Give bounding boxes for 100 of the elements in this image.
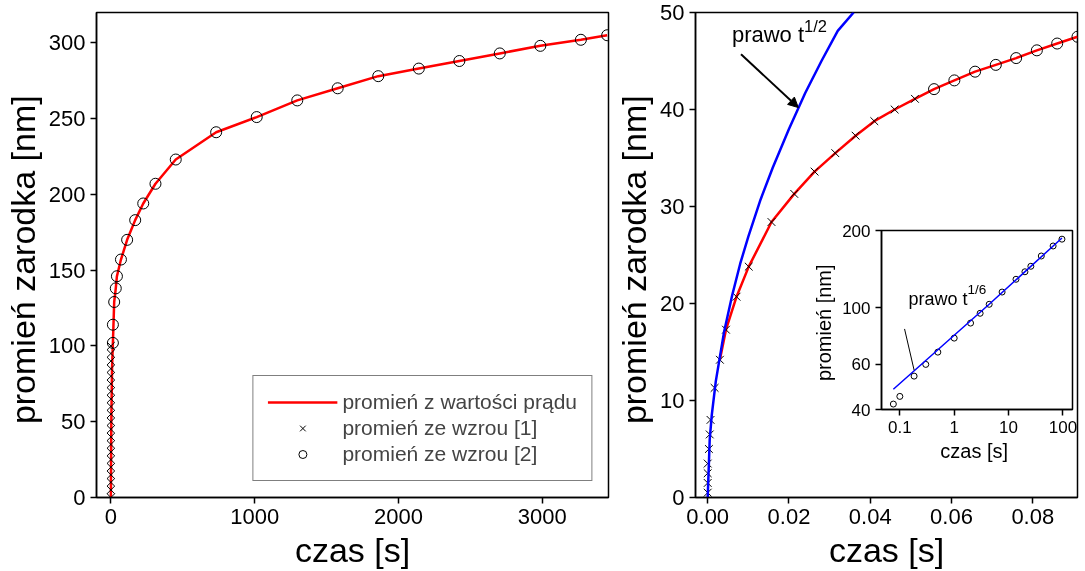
y-tick-label: 40 — [660, 97, 685, 122]
x-tick-label: 2000 — [374, 503, 423, 529]
y-tick-label: 40 — [851, 400, 871, 420]
point — [830, 148, 840, 158]
y-tick-label: 50 — [660, 0, 685, 25]
x-tick-label: 3000 — [517, 503, 567, 529]
point — [106, 432, 116, 442]
point — [704, 444, 714, 454]
point — [106, 424, 116, 434]
point — [106, 341, 116, 351]
point — [106, 387, 116, 396]
x-tick-label: 1 — [949, 417, 959, 437]
y-tick-label: 50 — [61, 409, 86, 435]
point — [703, 488, 713, 498]
point — [291, 94, 304, 107]
point — [453, 55, 466, 67]
point — [1010, 52, 1023, 65]
point — [789, 189, 799, 199]
legend-label: promień ze wzrou [1] — [342, 416, 538, 440]
legend-label: promień ze wzrou [2] — [342, 442, 538, 466]
point — [106, 417, 116, 427]
point — [106, 336, 119, 349]
point — [703, 459, 713, 468]
y-tick-label: 100 — [842, 298, 871, 318]
point — [106, 349, 116, 358]
point — [1051, 37, 1064, 50]
point — [121, 233, 134, 246]
x-tick-label: 0.00 — [686, 503, 730, 529]
x-tick-label: 0.08 — [1011, 503, 1055, 529]
point — [989, 58, 1002, 71]
x-tick-label: 100 — [1048, 417, 1078, 437]
point — [969, 65, 982, 78]
point — [106, 394, 116, 404]
x-tick-label: 0.02 — [767, 503, 811, 529]
point — [705, 430, 715, 439]
point — [412, 62, 425, 75]
point — [851, 131, 860, 141]
y-tick-label: 150 — [48, 257, 86, 283]
point — [703, 478, 713, 488]
point — [869, 116, 879, 126]
y-tick-label: 300 — [48, 30, 86, 56]
point — [744, 262, 754, 272]
point — [109, 282, 122, 295]
legend-label: promień z wartości prądu — [342, 390, 577, 414]
point — [106, 371, 116, 381]
point — [106, 356, 116, 366]
point — [137, 197, 150, 210]
y-tick-label: 200 — [842, 221, 871, 241]
point — [767, 217, 776, 227]
y-tick-label: 30 — [660, 194, 685, 219]
point — [810, 167, 819, 176]
point — [948, 74, 961, 87]
point — [706, 415, 715, 425]
point — [910, 94, 920, 104]
x-axis-title: czas [s] — [294, 530, 411, 569]
y-tick-label: 250 — [48, 106, 86, 132]
y-axis-title: promień zarodka [nm] — [3, 95, 42, 425]
point — [106, 409, 116, 419]
point — [106, 440, 116, 449]
point — [732, 292, 741, 302]
x-tick-label: 1000 — [230, 503, 280, 529]
point — [149, 177, 162, 190]
y-axis-title: promień [nm] — [813, 264, 836, 382]
y-tick-label: 0 — [73, 485, 86, 510]
x-tick-label: 0.04 — [848, 503, 892, 529]
point — [928, 83, 941, 96]
x-axis-title: czas [s] — [940, 439, 1009, 462]
point — [106, 402, 116, 411]
point — [106, 470, 116, 480]
point — [710, 383, 719, 393]
point — [106, 462, 116, 472]
point — [106, 455, 116, 464]
point — [715, 355, 725, 365]
point — [493, 47, 506, 60]
point — [114, 253, 127, 266]
y-tick-label: 0 — [672, 485, 685, 510]
point — [169, 153, 182, 166]
point — [110, 270, 123, 283]
x-tick-label: 0 — [104, 503, 118, 529]
point — [1030, 44, 1043, 57]
point — [106, 379, 116, 389]
point — [210, 126, 223, 139]
point — [703, 468, 713, 478]
point — [331, 82, 344, 95]
point — [372, 70, 385, 83]
point — [890, 105, 900, 114]
point — [534, 39, 547, 52]
y-tick-label: 60 — [851, 355, 871, 375]
point — [574, 33, 587, 46]
point — [106, 364, 116, 374]
point — [106, 477, 116, 487]
point — [106, 447, 116, 457]
y-axis-title: promień zarodka [nm] — [615, 95, 654, 425]
x-tick-label: 0.1 — [888, 417, 912, 437]
y-tick-label: 100 — [48, 333, 86, 359]
point — [106, 318, 119, 331]
x-axis-title: czas [s] — [828, 530, 945, 569]
x-tick-label: 10 — [999, 417, 1019, 437]
point — [250, 111, 263, 124]
y-tick-label: 10 — [660, 388, 685, 413]
